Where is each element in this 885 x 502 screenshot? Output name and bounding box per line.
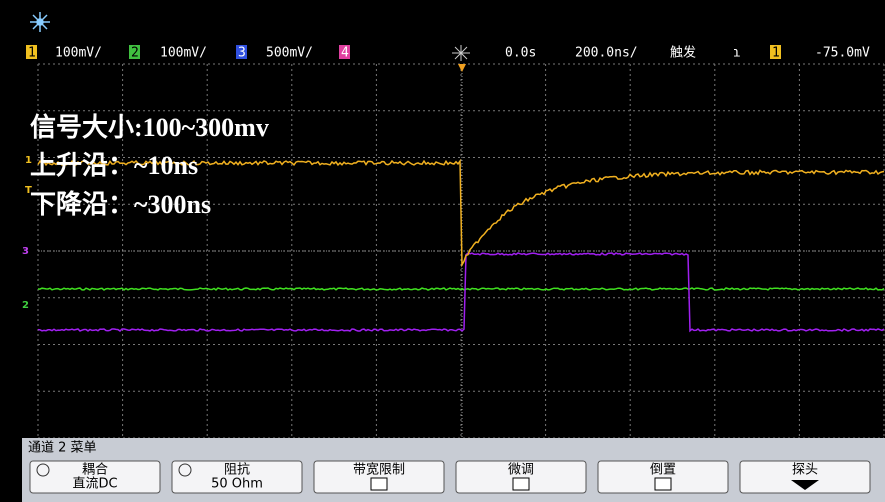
trace-ch2 [38,288,884,290]
time-scale: 200.0ns/ [575,46,638,61]
ch-number: 3 [238,46,246,61]
trigger-label: 触发 [670,45,696,61]
checkbox [655,478,671,490]
annotation: 下降沿：~300ns [30,190,211,219]
annotation: 上升沿：~10ns [30,151,198,180]
softkey-value: 直流DC [72,477,117,492]
softkey-value: 50 Ohm [211,477,263,492]
annotation: 信号大小:100~300mv [30,113,269,142]
softkey-label: 探头 [792,463,818,478]
ch-number: 2 [131,46,139,61]
ch-scale: 100mV/ [160,46,207,61]
ch-number: 4 [341,46,349,61]
time-offset: 0.0s [505,46,536,61]
trigger-slope: ɿ [733,46,741,61]
softkey-label: 带宽限制 [353,462,405,478]
run-icon [452,45,470,61]
checkbox [371,478,387,490]
page: {"status_bar":{"channels":[{"number":"1"… [0,0,885,502]
ch-scale: 100mV/ [55,46,102,61]
channel-marker: 2 [22,300,29,311]
trigger-level: -75.0mV [815,46,870,61]
logo [30,12,50,32]
channel-marker: 3 [22,246,29,257]
oscilloscope-screen: 1 100mV/ 2 100mV/ 3 500mV/ 4 0.0s 200.0n… [0,0,885,502]
trigger-channel: 1 [772,46,780,61]
softkey-label: 微调 [508,463,534,478]
menu-title: 通道 2 菜单 [28,441,97,456]
softkey-label: 倒置 [650,463,676,478]
display: 1 100mV/ 2 100mV/ 3 500mV/ 4 0.0s 200.0n… [0,0,885,502]
ch-number: 1 [28,46,36,61]
checkbox [513,478,529,490]
softkey-label: 耦合 [82,463,108,478]
status-bar: 1 100mV/ 2 100mV/ 3 500mV/ 4 0.0s 200.0n… [26,45,870,62]
softkey-label: 阻抗 [224,463,250,478]
trigger-position [458,64,466,72]
ch-scale: 500mV/ [266,46,313,61]
